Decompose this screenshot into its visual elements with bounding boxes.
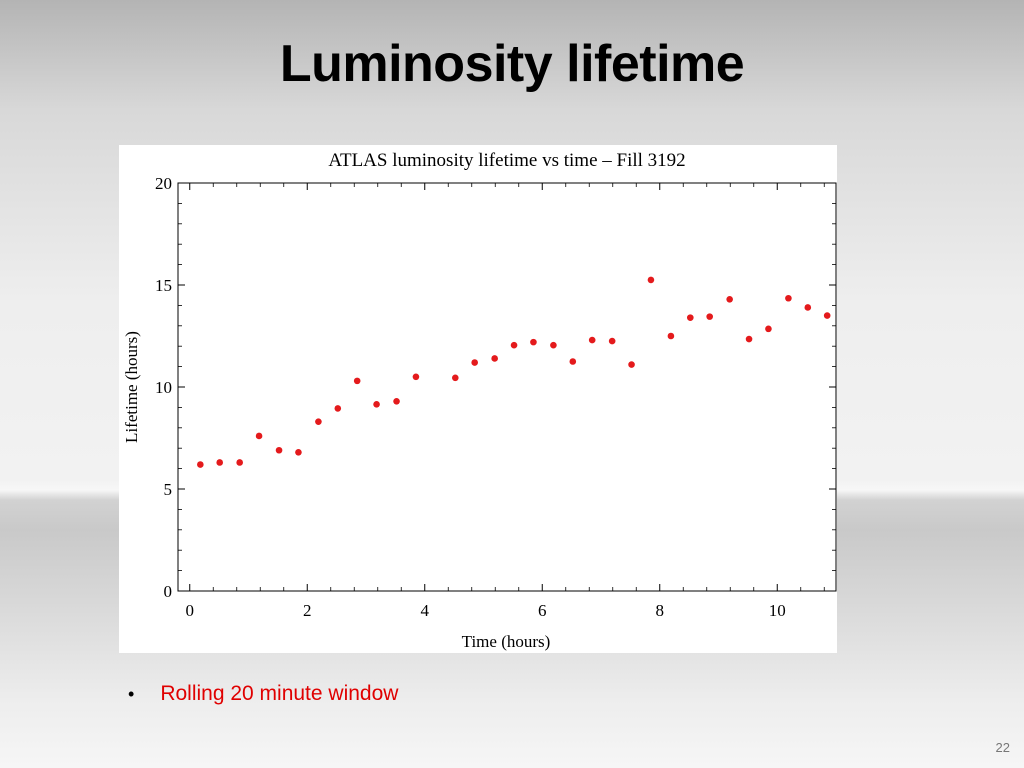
data-point — [491, 355, 498, 362]
data-point — [530, 338, 537, 346]
data-point — [569, 358, 577, 365]
data-point — [393, 397, 400, 405]
data-point — [588, 336, 596, 344]
y-tick-label: 20 — [155, 174, 172, 193]
data-point — [373, 401, 380, 408]
scatter-chart: ATLAS luminosity lifetime vs time – Fill… — [122, 150, 837, 651]
data-point — [785, 294, 792, 302]
data-point — [197, 461, 204, 468]
data-point — [608, 337, 616, 345]
y-axis-label: Lifetime (hours) — [122, 331, 141, 443]
data-point — [726, 295, 733, 303]
data-point — [510, 341, 518, 349]
tick-marks: 0 2 4 6 8 10 0 5 10 15 20 — [155, 174, 836, 620]
y-tick-label: 5 — [164, 480, 173, 499]
data-point — [315, 418, 322, 425]
y-tick-label: 0 — [164, 582, 173, 601]
bullet-dot-icon: • — [128, 683, 135, 704]
data-point — [628, 361, 635, 368]
plot-border — [177, 182, 837, 592]
bullet-text: Rolling 20 minute window — [160, 682, 399, 705]
data-point — [412, 373, 420, 381]
data-point — [550, 341, 557, 349]
page-number: 22 — [995, 740, 1010, 755]
y-tick-label: 10 — [155, 378, 172, 397]
chart-panel: ATLAS luminosity lifetime vs time – Fill… — [119, 145, 837, 653]
data-point — [745, 335, 753, 343]
x-tick-label: 0 — [186, 601, 195, 620]
data-point — [295, 448, 302, 456]
x-tick-label: 4 — [421, 601, 430, 620]
x-tick-label: 8 — [656, 601, 665, 620]
data-point — [765, 325, 772, 333]
data-point — [706, 313, 713, 320]
x-axis-label: Time (hours) — [462, 632, 551, 651]
plot-frame — [177, 182, 837, 592]
x-tick-label: 10 — [769, 601, 786, 620]
data-point — [823, 312, 831, 319]
data-point — [216, 459, 224, 466]
data-points — [197, 276, 831, 468]
data-point — [334, 405, 342, 412]
data-point — [667, 332, 675, 340]
data-point — [236, 459, 243, 466]
bullet-list: • Rolling 20 minute window — [128, 682, 398, 706]
x-tick-label: 6 — [538, 601, 547, 620]
data-point — [255, 432, 263, 440]
data-point — [804, 304, 812, 311]
x-tick-label: 2 — [303, 601, 312, 620]
bullet-item: • Rolling 20 minute window — [128, 682, 398, 706]
data-point — [275, 446, 283, 454]
data-point — [647, 276, 655, 284]
data-point — [687, 314, 694, 321]
data-point — [471, 359, 478, 366]
data-point — [353, 377, 361, 385]
data-point — [452, 374, 459, 382]
chart-title: ATLAS luminosity lifetime vs time – Fill… — [328, 150, 685, 171]
y-tick-label: 15 — [155, 276, 172, 295]
slide-title: Luminosity lifetime — [279, 35, 745, 93]
